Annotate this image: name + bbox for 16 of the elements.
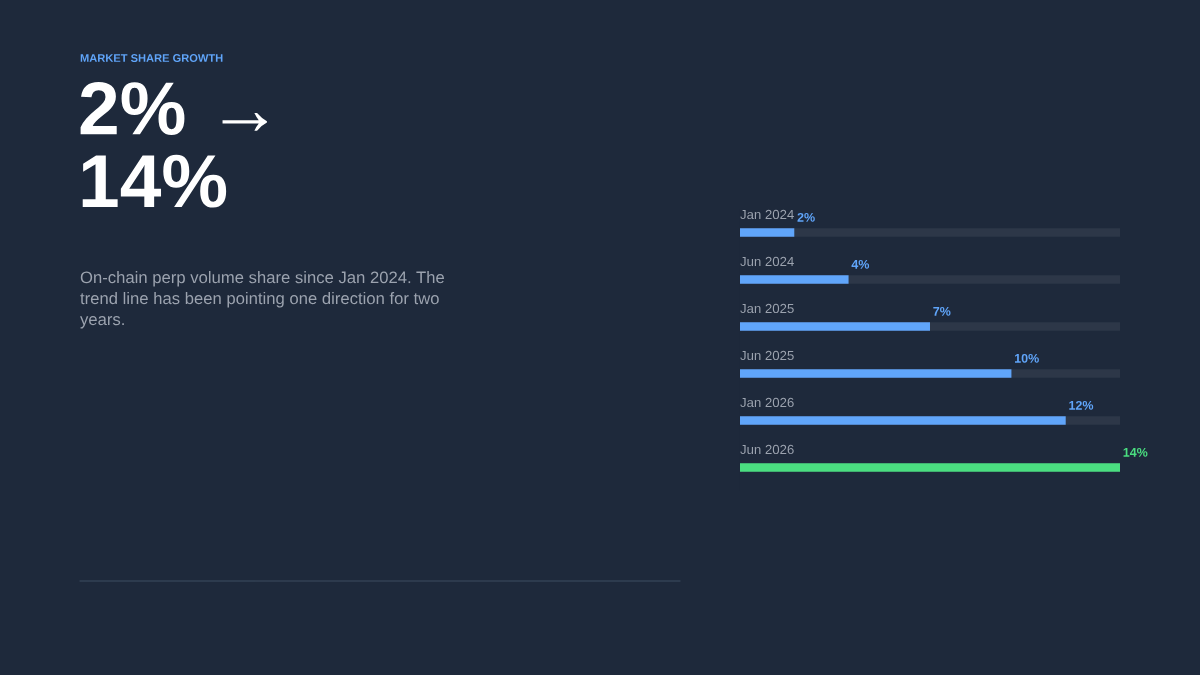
data-label: 10% bbox=[1014, 353, 1039, 363]
text: On-chain perp volume share since Jan 2024. The trend line has been pointing one direction for two years. bbox=[80, 271, 444, 329]
y-tick-label: Jan 2024 bbox=[740, 209, 794, 220]
y-tick-label: Jun 2025 bbox=[740, 350, 794, 361]
chart-title: 2% → 14% bbox=[80, 81, 267, 208]
y-tick-label: Jun 2026 bbox=[740, 444, 794, 455]
bar bbox=[740, 228, 795, 237]
y-tick-label: Jun 2024 bbox=[740, 256, 794, 267]
y-tick-label: Jan 2026 bbox=[740, 397, 794, 408]
y-tick-label: Jan 2025 bbox=[740, 303, 794, 314]
data-label: 12% bbox=[1069, 400, 1094, 410]
data-label: 7% bbox=[933, 306, 951, 316]
data-label: 14% bbox=[1123, 447, 1148, 457]
data-label: 2% bbox=[797, 212, 815, 222]
data-label: 4% bbox=[851, 259, 870, 269]
text: MARKET SHARE GROWTH bbox=[80, 54, 223, 62]
